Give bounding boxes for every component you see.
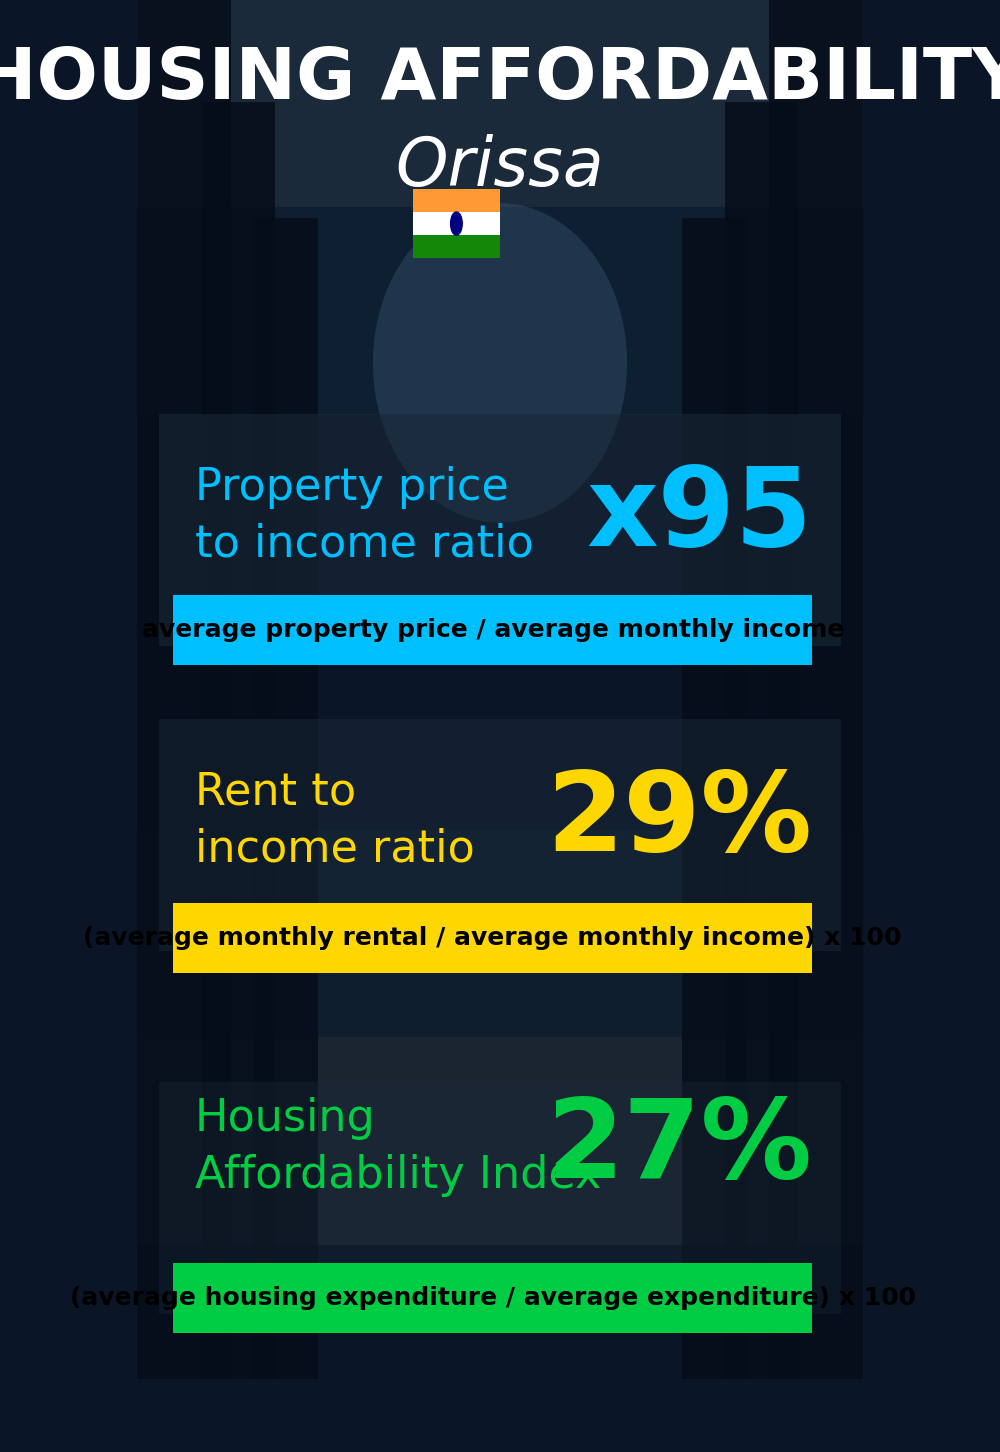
Bar xyxy=(159,719,841,951)
Text: Orissa: Orissa xyxy=(396,134,604,200)
Circle shape xyxy=(451,212,462,235)
Bar xyxy=(253,218,318,1379)
Bar xyxy=(725,102,798,1379)
Bar xyxy=(137,415,863,623)
Text: Housing
Affordability Index: Housing Affordability Index xyxy=(195,1098,601,1196)
Bar xyxy=(137,0,231,1379)
Bar xyxy=(137,623,863,829)
Text: average property price / average monthly income: average property price / average monthly… xyxy=(142,619,844,642)
Bar xyxy=(413,212,500,235)
Bar xyxy=(413,235,500,258)
Text: Property price
to income ratio: Property price to income ratio xyxy=(195,466,534,565)
Bar xyxy=(137,208,863,415)
Bar xyxy=(682,218,747,1379)
Text: x95: x95 xyxy=(586,462,812,569)
Text: 27%: 27% xyxy=(547,1093,812,1201)
Ellipse shape xyxy=(373,203,627,523)
Bar xyxy=(173,903,812,973)
Bar xyxy=(159,1082,841,1314)
Bar xyxy=(137,829,863,1037)
Text: HOUSING AFFORDABILITY: HOUSING AFFORDABILITY xyxy=(0,45,1000,115)
Bar xyxy=(202,102,275,1379)
Bar xyxy=(137,0,863,208)
Bar xyxy=(137,1244,863,1452)
Bar xyxy=(413,189,500,212)
Bar xyxy=(173,1263,812,1333)
Text: (average housing expenditure / average expenditure) x 100: (average housing expenditure / average e… xyxy=(70,1286,916,1310)
Text: 29%: 29% xyxy=(547,767,812,874)
Bar xyxy=(769,0,863,1379)
Bar xyxy=(137,1037,863,1244)
Bar xyxy=(159,414,841,646)
Bar xyxy=(173,595,812,665)
Text: (average monthly rental / average monthly income) x 100: (average monthly rental / average monthl… xyxy=(83,926,902,950)
Text: Rent to
income ratio: Rent to income ratio xyxy=(195,771,475,870)
